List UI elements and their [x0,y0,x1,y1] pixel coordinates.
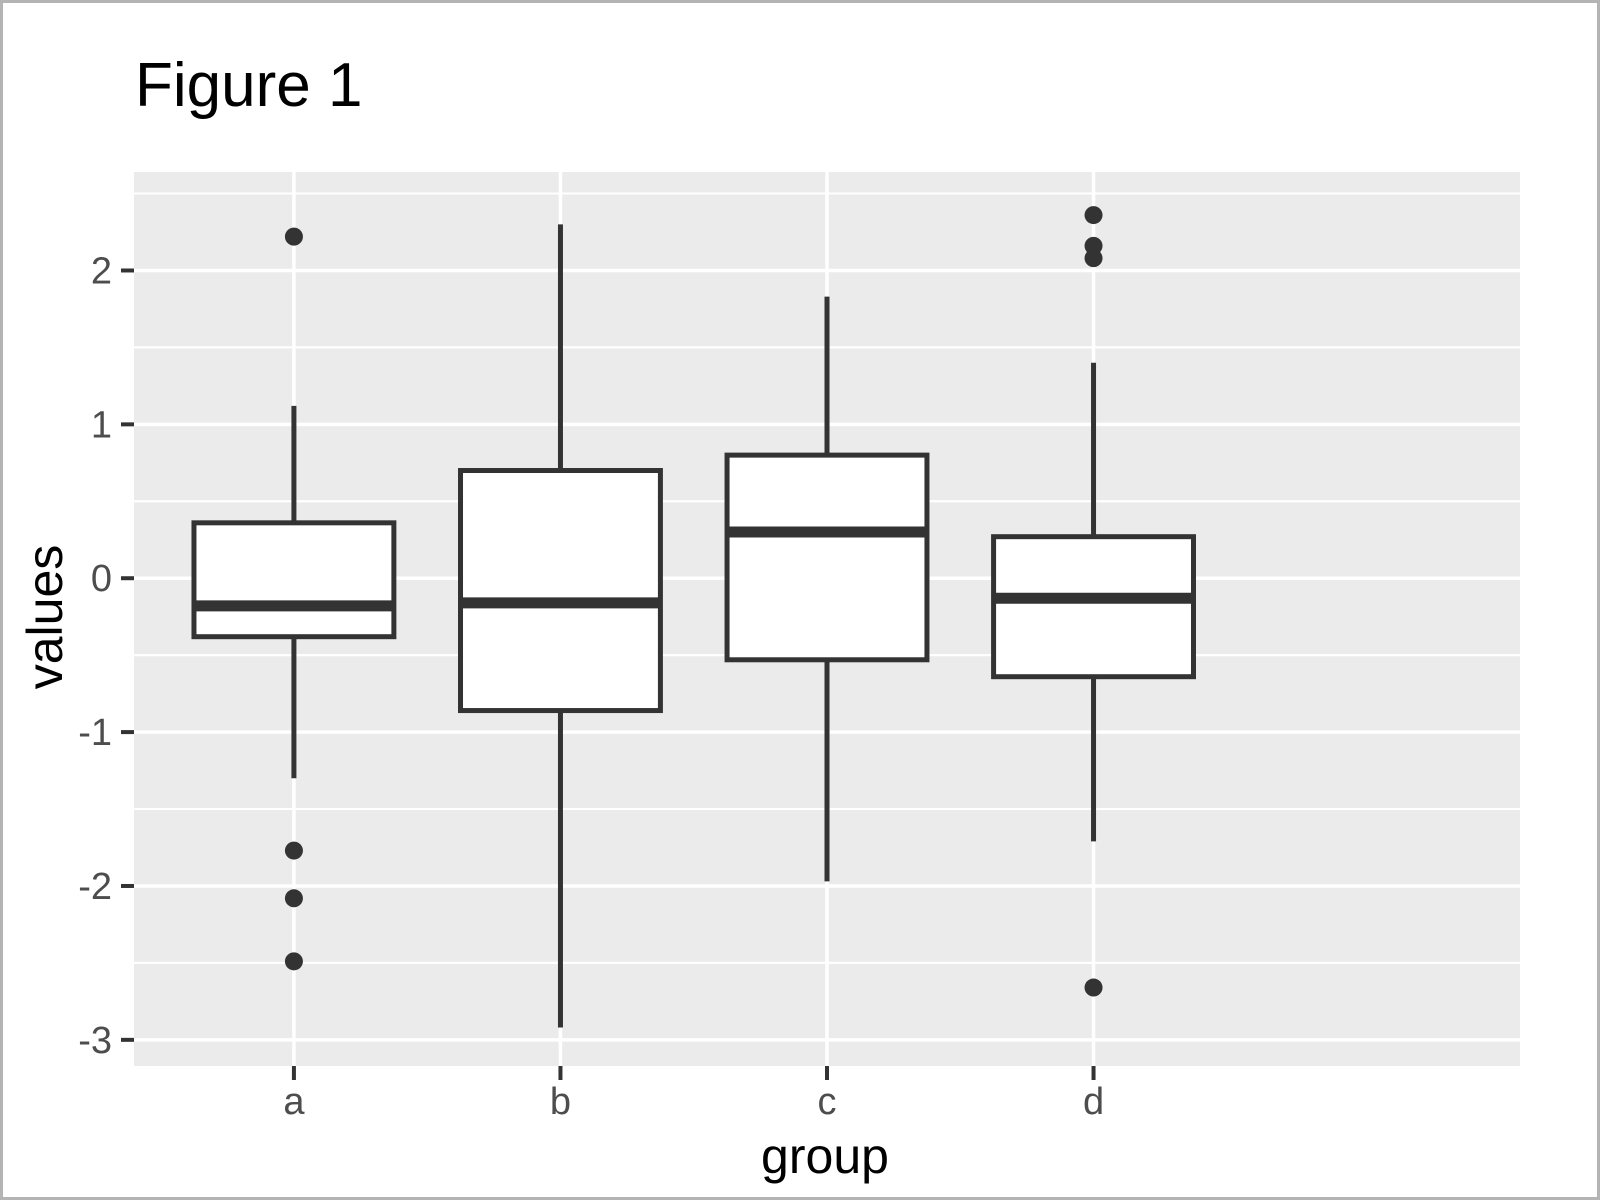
outlier-point-a [284,841,303,860]
box-b [458,468,663,714]
outlier-point-d [1084,236,1103,255]
x-axis-title: group [761,1128,889,1184]
y-tick-label: 0 [91,558,112,600]
y-tick-label: -2 [78,866,112,908]
x-tick-label: c [818,1081,837,1123]
y-tick-label: 2 [91,250,112,292]
x-tick-label: a [283,1081,305,1123]
y-tick-label: 1 [91,404,112,446]
y-tick-label: -1 [78,712,112,754]
y-axis-title: values [17,544,73,690]
box-c [724,452,930,663]
box-d [991,534,1196,680]
outlier-point-a [284,227,303,246]
box-a [191,520,397,640]
outlier-point-d [1084,249,1103,268]
x-tick-label: b [550,1081,571,1123]
y-tick-label: -3 [78,1020,112,1062]
outlier-point-a [284,952,303,971]
x-tick-label: d [1083,1081,1104,1123]
plot-title: Figure 1 [135,51,363,120]
outlier-point-d [1084,206,1103,225]
boxplot-chart: 2 1 0 -1 -2 -3 a b c d [78,172,1520,1123]
outlier-point-d [1084,978,1103,997]
outlier-point-a [284,889,303,908]
